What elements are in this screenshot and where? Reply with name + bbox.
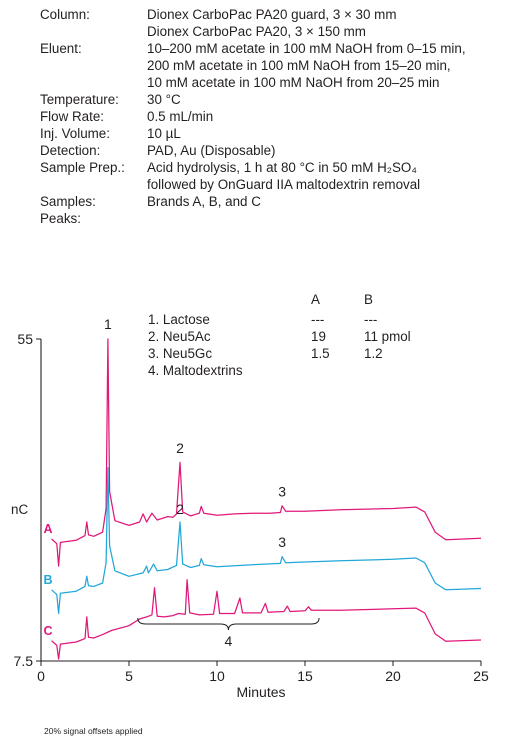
series-line xyxy=(51,579,482,660)
series-line xyxy=(51,338,482,567)
series-label: B xyxy=(44,573,53,587)
condition-label: Peaks: xyxy=(40,211,81,226)
peak-amount-b: 11 pmol xyxy=(364,329,411,344)
chart-traces xyxy=(51,338,482,660)
y-tick-label: 7.5 xyxy=(14,653,34,669)
peaks-header-a: A xyxy=(311,292,320,307)
x-axis-title: Minutes xyxy=(236,684,285,700)
condition-value: 10 µL xyxy=(147,126,181,141)
condition-label: Column: xyxy=(40,7,90,22)
condition-row: Flow Rate: 0.5 mL/min xyxy=(40,108,505,125)
condition-values: 30 °C xyxy=(147,91,505,108)
maltodextrin-bracket xyxy=(137,617,320,631)
x-tick-label: 10 xyxy=(209,668,225,684)
condition-row: Column: Dionex CarboPac PA20 guard, 3 × 3… xyxy=(40,6,505,40)
condition-label: Flow Rate: xyxy=(40,109,104,124)
condition-row: Eluent: 10–200 mM acetate in 100 mM NaOH … xyxy=(40,40,505,91)
y-tick-label: 55 xyxy=(17,331,33,347)
peaks-header-b: B xyxy=(364,292,373,307)
peak-name: 1. Lactose xyxy=(148,312,210,327)
condition-value: 10–200 mM acetate in 100 mM NaOH from 0–… xyxy=(147,41,466,56)
condition-row: Inj. Volume: 10 µL xyxy=(40,125,505,142)
condition-value: 0.5 mL/min xyxy=(147,109,214,124)
peak-number-label: 2 xyxy=(176,440,184,456)
x-tick-label: 25 xyxy=(473,668,489,684)
condition-value: 200 mM acetate in 100 mM NaOH from 15–20… xyxy=(147,58,451,73)
condition-row: Detection: PAD, Au (Disposable) xyxy=(40,142,505,159)
condition-values: Brands A, B, and C xyxy=(147,193,505,210)
peak-amount-a: 1.5 xyxy=(311,346,330,361)
condition-values: 0.5 mL/min xyxy=(147,108,505,125)
series-line xyxy=(51,467,482,615)
condition-value: Brands A, B, and C xyxy=(147,194,261,209)
x-tick-label: 5 xyxy=(125,668,133,684)
peak-amount-a: --- xyxy=(311,312,325,327)
conditions-block: Column: Dionex CarboPac PA20 guard, 3 × 3… xyxy=(40,6,505,227)
condition-value: followed by OnGuard IIA maltodextrin rem… xyxy=(147,177,421,192)
series-label: C xyxy=(44,624,53,638)
condition-value: Acid hydrolysis, 1 h at 80 °C in 50 mM H… xyxy=(147,160,417,175)
peak-name: 3. Neu5Gc xyxy=(148,346,213,361)
peak-amount-a: 19 xyxy=(311,329,326,344)
peak-name: 2. Neu5Ac xyxy=(148,329,211,344)
condition-values: 10 µL xyxy=(147,125,505,142)
condition-values: Acid hydrolysis, 1 h at 80 °C in 50 mM H… xyxy=(147,159,505,193)
series-label: A xyxy=(44,522,53,536)
condition-value: 30 °C xyxy=(147,92,181,107)
condition-label: Temperature: xyxy=(40,92,119,107)
y-axis-title: nC xyxy=(11,502,28,517)
condition-value: PAD, Au (Disposable) xyxy=(147,143,276,158)
peak-number-label: 2 xyxy=(176,501,184,517)
peak-number-label: 3 xyxy=(278,483,286,499)
footnote: 20% signal offsets applied xyxy=(44,726,143,736)
x-tick-label: 20 xyxy=(385,668,401,684)
condition-label: Samples: xyxy=(40,194,96,209)
x-tick-label: 15 xyxy=(297,668,313,684)
condition-value: Dionex CarboPac PA20 guard, 3 × 30 mm xyxy=(147,7,397,22)
peak-number-label: 1 xyxy=(104,316,112,332)
peak-amount-b: 1.2 xyxy=(364,346,383,361)
condition-values: PAD, Au (Disposable) xyxy=(147,142,505,159)
x-tick-label: 0 xyxy=(37,668,45,684)
chart-axes: 0 5 10 15 20 25 55 7.5 Minutes nC xyxy=(11,331,489,700)
condition-label: Sample Prep.: xyxy=(40,160,125,175)
condition-values: Dionex CarboPac PA20 guard, 3 × 30 mm Dio… xyxy=(147,6,505,40)
peak-number-label: 3 xyxy=(278,534,286,550)
condition-row: Samples: Brands A, B, and C xyxy=(40,193,505,210)
condition-label: Inj. Volume: xyxy=(40,126,110,141)
condition-row: Peaks:​ xyxy=(40,210,505,227)
condition-value: 10 mM acetate in 100 mM NaOH from 20–25 … xyxy=(147,75,440,90)
peak-name: 4. Maltodextrins xyxy=(148,363,243,378)
condition-label: Detection: xyxy=(40,143,101,158)
peak-amount-b: --- xyxy=(364,312,378,327)
condition-row: Sample Prep.: Acid hydrolysis, 1 h at 80 … xyxy=(40,159,505,193)
chart-labels: A 1 2 3 B 2 3 C 4 xyxy=(44,316,320,649)
bracket-label: 4 xyxy=(225,633,233,649)
condition-label: Eluent: xyxy=(40,41,82,56)
condition-value: Dionex CarboPac PA20, 3 × 150 mm xyxy=(147,24,366,39)
condition-row: Temperature: 30 °C xyxy=(40,91,505,108)
condition-values: 10–200 mM acetate in 100 mM NaOH from 0–… xyxy=(147,40,505,91)
